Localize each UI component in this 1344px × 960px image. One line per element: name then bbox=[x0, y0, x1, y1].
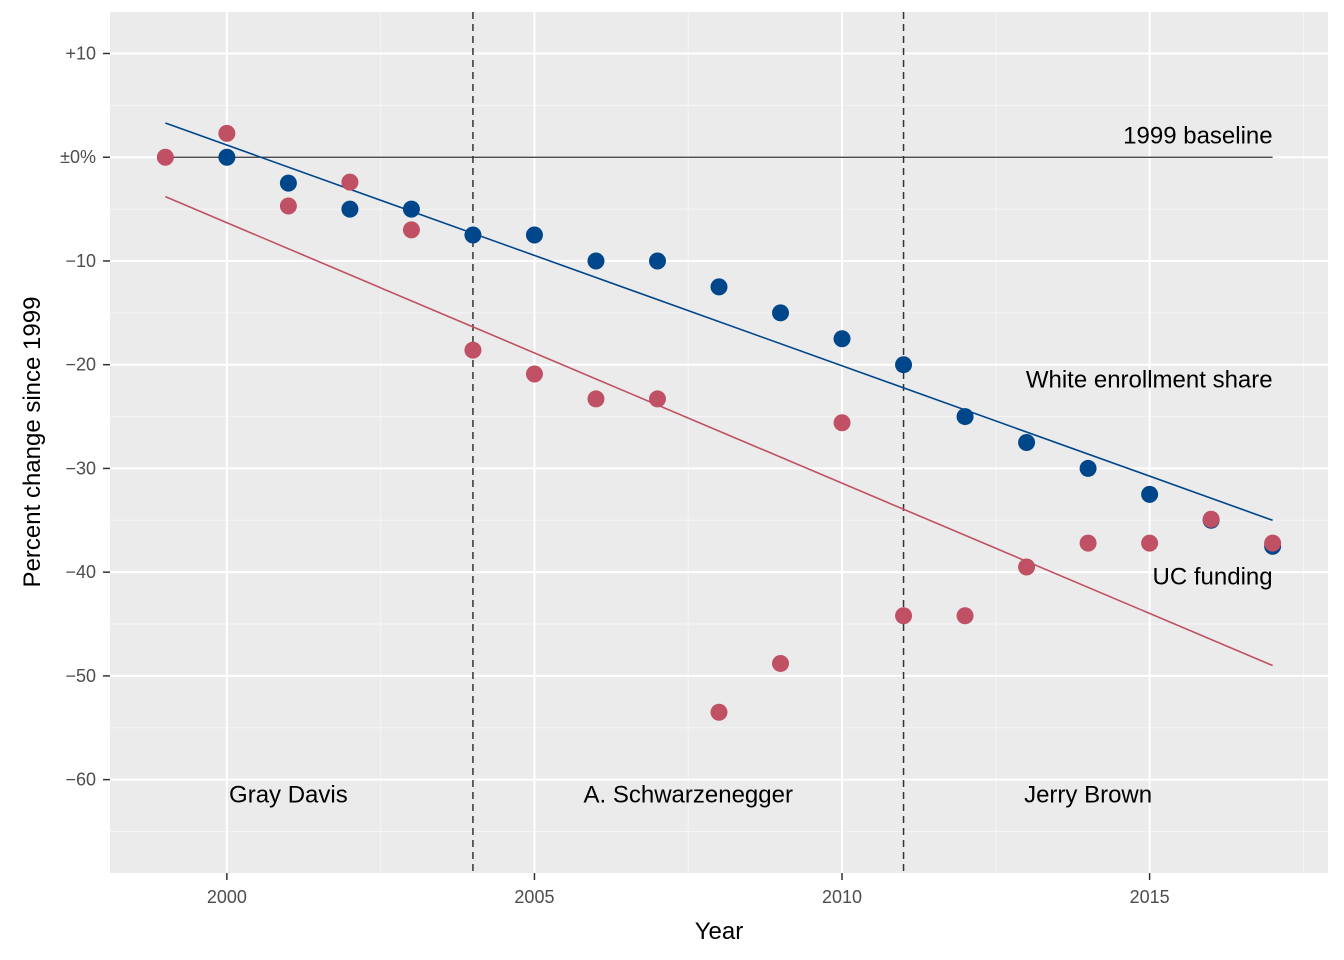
y-tick-label: −10 bbox=[65, 251, 96, 271]
funding-point bbox=[1264, 534, 1282, 552]
y-tick-label: −60 bbox=[65, 770, 96, 790]
funding-point bbox=[956, 607, 974, 625]
y-tick-label: −40 bbox=[65, 562, 96, 582]
enrollment-point bbox=[1018, 434, 1036, 451]
funding-point bbox=[895, 607, 913, 625]
enrollment-point bbox=[710, 278, 728, 296]
x-tick-label: 2015 bbox=[1130, 887, 1170, 907]
annotation-label: 1999 baseline bbox=[1123, 123, 1272, 150]
x-tick-label: 2010 bbox=[822, 887, 862, 907]
funding-point bbox=[1079, 534, 1097, 552]
x-axis-title: Year bbox=[695, 918, 744, 945]
data-points bbox=[156, 124, 1282, 721]
funding-point bbox=[525, 365, 543, 383]
funding-point bbox=[341, 173, 359, 191]
annotation-label: White enrollment share bbox=[1026, 367, 1273, 394]
enrollment-point bbox=[648, 252, 666, 270]
annotation-label: Gray Davis bbox=[229, 781, 348, 808]
enrollment-point bbox=[402, 200, 420, 218]
x-tick-label: 2005 bbox=[514, 887, 554, 907]
enrollment-point bbox=[956, 408, 974, 426]
annotation-label: UC funding bbox=[1153, 564, 1273, 591]
y-tick-label: −50 bbox=[65, 666, 96, 686]
y-tick-label: −30 bbox=[65, 458, 96, 478]
enrollment-point bbox=[587, 252, 605, 270]
x-axis-ticks: 2000 2005 2010 2015 bbox=[207, 873, 1170, 907]
funding-point bbox=[772, 654, 790, 672]
funding-point bbox=[587, 390, 605, 408]
enrollment-point bbox=[279, 174, 297, 192]
funding-point bbox=[279, 197, 297, 215]
funding-point bbox=[464, 341, 482, 359]
annotation-label: Jerry Brown bbox=[1024, 781, 1152, 808]
funding-point bbox=[648, 390, 666, 408]
enrollment-point bbox=[341, 200, 359, 218]
enrollment-point bbox=[1079, 459, 1097, 477]
funding-point bbox=[218, 124, 236, 142]
y-tick-label: +10 bbox=[65, 43, 96, 63]
funding-point bbox=[1018, 558, 1036, 576]
y-tick-label: ±0% bbox=[60, 147, 96, 167]
enrollment-point bbox=[895, 356, 913, 374]
annotation-label: A. Schwarzenegger bbox=[584, 781, 793, 808]
minor-gridlines bbox=[110, 12, 1328, 873]
enrollment-point bbox=[218, 148, 236, 166]
y-axis-title: Percent change since 1999 bbox=[19, 297, 46, 588]
x-tick-label: 2000 bbox=[207, 887, 247, 907]
annotations: Gray Davis A. Schwarzenegger Jerry Brown Wh… bbox=[229, 123, 1273, 809]
y-axis-ticks: +10 ±0% −10 −20 −30 −40 −50 −60 bbox=[60, 43, 110, 790]
funding-point bbox=[1141, 534, 1159, 552]
enrollment-point bbox=[772, 304, 790, 322]
funding-point bbox=[402, 221, 420, 239]
plot-panel bbox=[110, 12, 1328, 873]
funding-trend-line bbox=[165, 195, 1273, 667]
funding-point bbox=[156, 148, 174, 166]
enrollment-point bbox=[525, 226, 543, 244]
enrollment-point bbox=[464, 226, 482, 244]
enrollment-point bbox=[1141, 485, 1159, 503]
funding-point bbox=[833, 414, 851, 432]
funding-point bbox=[1202, 510, 1220, 528]
enrollment-point bbox=[833, 330, 851, 348]
funding-point bbox=[710, 703, 728, 721]
y-tick-label: −20 bbox=[65, 355, 96, 375]
